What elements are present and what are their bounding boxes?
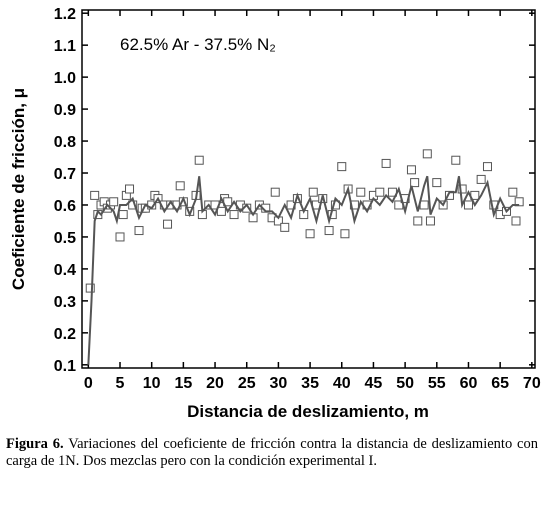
x-tick-label: 65 bbox=[491, 375, 509, 392]
data-point bbox=[229, 210, 239, 220]
data-point bbox=[115, 232, 125, 242]
data-point bbox=[175, 181, 185, 191]
data-point bbox=[216, 206, 226, 216]
x-tick-label: 30 bbox=[270, 375, 288, 392]
data-point bbox=[451, 155, 461, 165]
data-point bbox=[305, 229, 315, 239]
data-point bbox=[410, 178, 420, 188]
y-tick-label: 0.9 bbox=[54, 102, 76, 119]
chart: 62.5% Ar - 37.5% N₂ Distancia de desliza… bbox=[9, 6, 541, 421]
data-point bbox=[457, 184, 467, 194]
x-tick-label: 25 bbox=[238, 375, 256, 392]
data-point bbox=[413, 216, 423, 226]
x-tick-label: 0 bbox=[84, 375, 93, 392]
plot-frame bbox=[81, 9, 536, 369]
data-point bbox=[85, 283, 95, 293]
data-point bbox=[337, 162, 347, 172]
y-tick-label: 0.2 bbox=[54, 326, 76, 343]
data-point bbox=[375, 187, 385, 197]
y-tick-label: 1.0 bbox=[54, 70, 76, 87]
x-tick-label: 60 bbox=[460, 375, 478, 392]
data-point bbox=[425, 216, 435, 226]
x-tick-label: 10 bbox=[143, 375, 161, 392]
y-tick-label: 0.7 bbox=[54, 166, 76, 183]
data-point bbox=[109, 197, 119, 207]
y-tick-label: 0.6 bbox=[54, 198, 76, 215]
y-axis-label: Coeficiente de fricción, μ bbox=[9, 88, 28, 290]
y-tick-label: 1.1 bbox=[54, 38, 76, 55]
x-tick-label: 45 bbox=[365, 375, 383, 392]
data-point bbox=[463, 200, 473, 210]
data-point bbox=[125, 184, 135, 194]
data-point bbox=[508, 187, 518, 197]
annotation-box bbox=[100, 22, 300, 72]
x-axis-label: Distancia de deslizamiento, m bbox=[187, 402, 429, 421]
data-point bbox=[118, 210, 128, 220]
x-tick-label: 20 bbox=[206, 375, 224, 392]
x-tick-label: 35 bbox=[301, 375, 319, 392]
x-tick-label: 50 bbox=[396, 375, 414, 392]
annotation: 62.5% Ar - 37.5% N₂ bbox=[120, 35, 276, 54]
data-point bbox=[163, 219, 173, 229]
data-point bbox=[308, 187, 318, 197]
y-tick-label: 0.8 bbox=[54, 134, 76, 151]
y-tick-label: 0.5 bbox=[54, 230, 76, 247]
data-point bbox=[511, 216, 521, 226]
x-tick-label: 5 bbox=[116, 375, 125, 392]
data-point bbox=[482, 162, 492, 172]
data-point bbox=[134, 226, 144, 236]
data-line bbox=[87, 175, 520, 365]
data-point bbox=[90, 190, 100, 200]
y-tick-label: 0.4 bbox=[54, 262, 76, 279]
data-point bbox=[356, 187, 366, 197]
figure-caption: Figura 6. Variaciones del coeficiente de… bbox=[6, 436, 538, 470]
data-point bbox=[406, 165, 416, 175]
x-tick-label: 55 bbox=[428, 375, 446, 392]
data-point bbox=[340, 229, 350, 239]
data-point bbox=[419, 200, 429, 210]
data-point bbox=[476, 174, 486, 184]
x-tick-label: 15 bbox=[174, 375, 192, 392]
caption-text: Variaciones del coeficiente de fricción … bbox=[6, 436, 538, 469]
x-tick-label: 70 bbox=[523, 375, 541, 392]
data-point bbox=[422, 149, 432, 159]
data-point bbox=[381, 158, 391, 168]
x-tick-label: 40 bbox=[333, 375, 351, 392]
data-point bbox=[270, 187, 280, 197]
data-point bbox=[280, 222, 290, 232]
y-tick-label: 0.3 bbox=[54, 294, 76, 311]
data-point bbox=[324, 226, 334, 236]
data-point bbox=[432, 178, 442, 188]
y-tick-label: 1.2 bbox=[54, 6, 76, 23]
data-point bbox=[194, 155, 204, 165]
caption-label: Figura 6. bbox=[6, 436, 64, 452]
y-tick-label: 0.1 bbox=[54, 358, 76, 375]
